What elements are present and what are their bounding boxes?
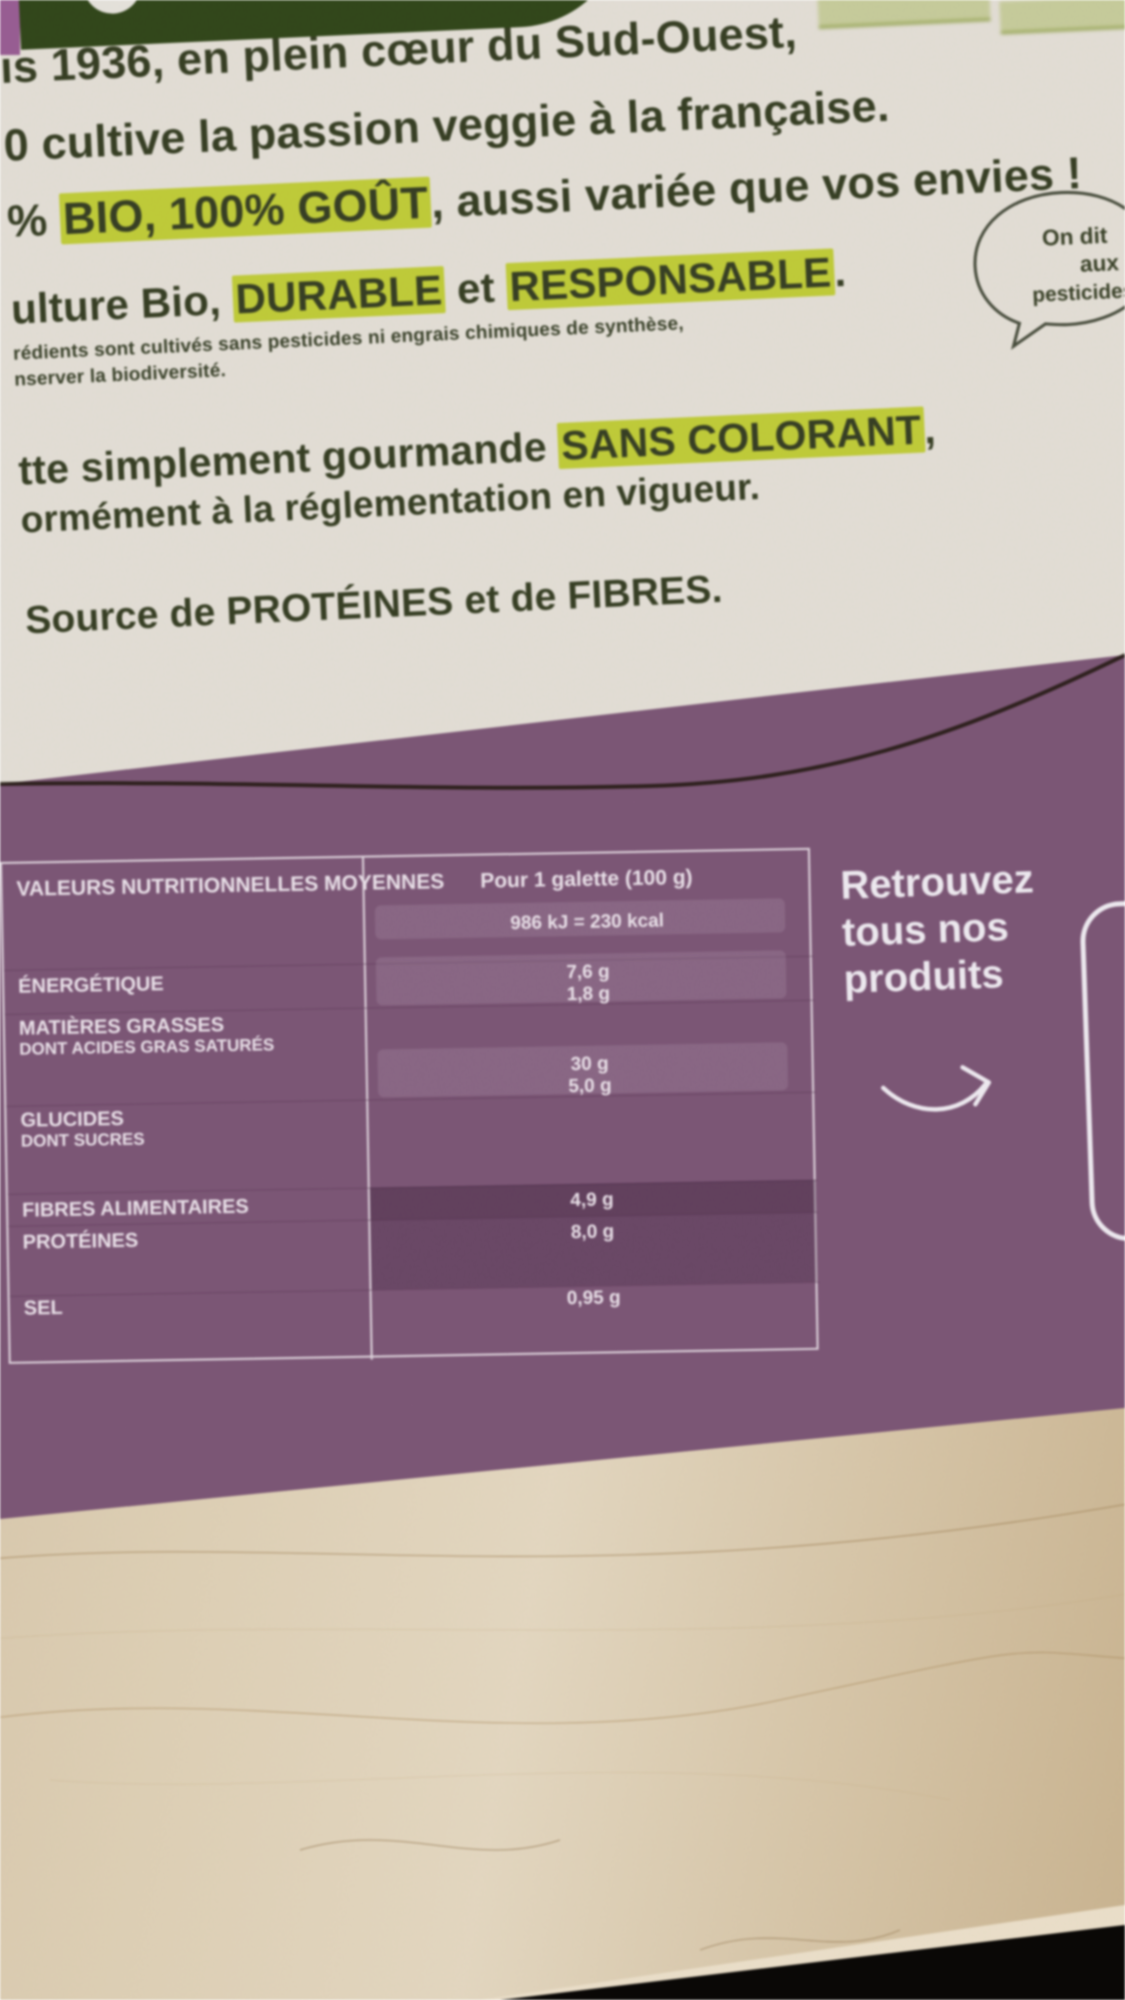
svg-text:pesticides: pesticides [1032,279,1125,307]
svg-text:On dit: On dit [1042,223,1109,251]
svg-text:aux: aux [1079,250,1119,277]
